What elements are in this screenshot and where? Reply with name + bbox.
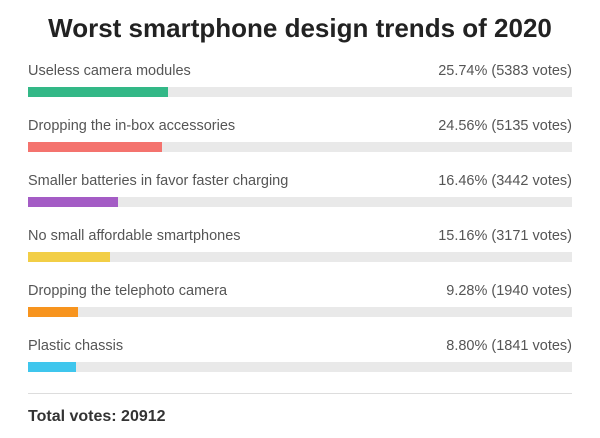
bar-track bbox=[28, 141, 572, 152]
poll-row-head: Dropping the in-box accessories 24.56% (… bbox=[28, 118, 572, 134]
poll-row: Smaller batteries in favor faster chargi… bbox=[28, 173, 572, 207]
poll-row: Plastic chassis 8.80% (1841 votes) bbox=[28, 338, 572, 372]
bar-fill bbox=[28, 251, 111, 262]
page-title: Worst smartphone design trends of 2020 bbox=[48, 13, 552, 43]
poll-row-head: Plastic chassis 8.80% (1841 votes) bbox=[28, 338, 572, 354]
poll-option-label: Useless camera modules bbox=[28, 62, 191, 79]
bar-fill bbox=[28, 306, 79, 317]
bar-track bbox=[28, 86, 572, 97]
bar-fill bbox=[28, 196, 118, 207]
poll-row-head: Smaller batteries in favor faster chargi… bbox=[28, 173, 572, 189]
poll-option-label: Dropping the in-box accessories bbox=[28, 117, 236, 134]
bar-track bbox=[28, 251, 572, 262]
bar-track bbox=[28, 196, 572, 207]
bar-fill bbox=[28, 361, 76, 372]
poll-row: No small affordable smartphones 15.16% (… bbox=[28, 228, 572, 262]
poll-option-value: 8.80% (1841 votes) bbox=[446, 337, 572, 354]
poll-option-label: Smaller batteries in favor faster chargi… bbox=[28, 172, 289, 189]
poll-row-head: No small affordable smartphones 15.16% (… bbox=[28, 228, 572, 244]
poll-option-label: Dropping the telephoto camera bbox=[28, 282, 228, 299]
poll-row-head: Useless camera modules 25.74% (5383 vote… bbox=[28, 63, 572, 79]
bar-fill bbox=[28, 86, 169, 97]
bar-track bbox=[28, 361, 572, 372]
poll-option-value: 16.46% (3442 votes) bbox=[438, 172, 572, 189]
poll-row: Dropping the in-box accessories 24.56% (… bbox=[28, 118, 572, 152]
poll-row: Dropping the telephoto camera 9.28% (194… bbox=[28, 283, 572, 317]
poll-row: Useless camera modules 25.74% (5383 vote… bbox=[28, 63, 572, 97]
poll-option-value: 15.16% (3171 votes) bbox=[438, 227, 572, 244]
bar-track bbox=[28, 306, 572, 317]
poll-option-value: 25.74% (5383 votes) bbox=[438, 62, 572, 79]
poll-option-value: 24.56% (5135 votes) bbox=[438, 117, 572, 134]
bar-fill bbox=[28, 141, 162, 152]
poll-option-label: No small affordable smartphones bbox=[28, 227, 241, 244]
poll-option-value: 9.28% (1940 votes) bbox=[446, 282, 572, 299]
total-votes: Total votes: 20912 bbox=[28, 392, 572, 426]
poll-row-head: Dropping the telephoto camera 9.28% (194… bbox=[28, 283, 572, 299]
poll-option-label: Plastic chassis bbox=[28, 337, 124, 354]
